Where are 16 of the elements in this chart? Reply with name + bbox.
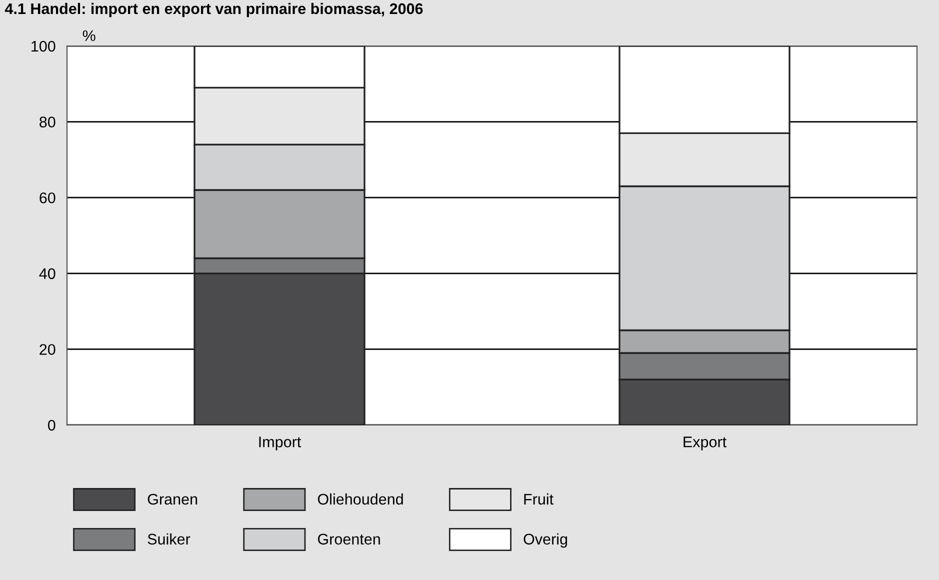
legend-label: Oliehoudend <box>318 493 403 505</box>
y-axis-title: % <box>82 30 96 42</box>
y-tick-label: 60 <box>40 192 56 204</box>
legend-label: Overig <box>524 533 568 548</box>
legend-label: Fruit <box>524 493 554 505</box>
y-tick-label: 0 <box>48 420 56 431</box>
x-tick-label: Import <box>259 436 302 450</box>
y-tick-label: 100 <box>32 40 56 52</box>
y-tick-label: 20 <box>40 344 56 355</box>
y-tick-label: 80 <box>40 116 56 128</box>
legend-label: Groenten <box>318 534 380 545</box>
legend-label: Suiker <box>148 533 190 545</box>
chart-title: 4.1 Handel: import en export van primaire biomassa, 2006 <box>4 2 423 18</box>
legend-label: Granen <box>148 494 198 505</box>
x-tick-label: Export <box>684 436 726 450</box>
y-tick-label: 40 <box>39 268 56 280</box>
